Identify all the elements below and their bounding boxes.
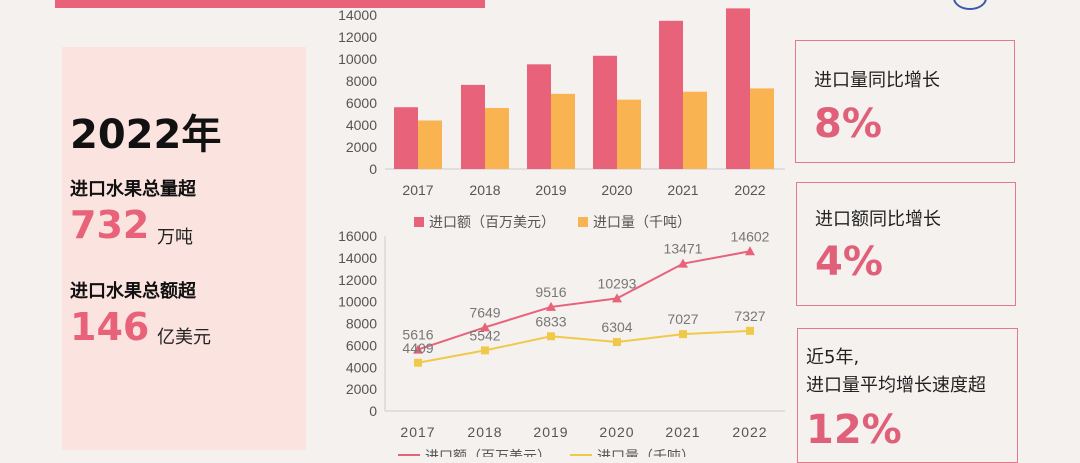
legend-swatch-amount	[414, 217, 424, 227]
amount-value: 146	[70, 305, 150, 349]
data-label: 6304	[601, 319, 632, 335]
series-line-volume	[417, 329, 751, 364]
stat-volume-growth: 进口量同比增长 8%	[795, 40, 1015, 163]
x-tick-label: 2019	[535, 182, 566, 198]
data-point	[613, 338, 621, 347]
x-tick-label: 2017	[400, 424, 435, 440]
stat-label-line2: 进口量平均增长速度超	[806, 375, 986, 396]
data-label: 9516	[535, 284, 566, 300]
data-label: 13471	[664, 241, 703, 257]
year-heading: 2022年	[70, 112, 222, 158]
bar-volume	[485, 108, 509, 169]
y-tick-label: 10000	[338, 294, 377, 310]
header-accent-bar	[55, 0, 485, 8]
y-tick-label: 4000	[346, 359, 377, 375]
data-label: 4409	[402, 340, 433, 356]
x-tick-label: 2020	[599, 424, 634, 440]
data-label: 7649	[469, 304, 500, 320]
data-label: 5542	[469, 327, 500, 343]
y-tick-label: 16000	[338, 228, 377, 244]
data-point	[480, 322, 490, 332]
y-tick-label: 14000	[338, 7, 377, 23]
stat-label: 进口额同比增长	[815, 209, 941, 230]
data-point	[679, 330, 687, 339]
bar-amount	[527, 64, 551, 169]
x-tick-label: 2019	[533, 424, 568, 440]
stat-amount-growth: 进口额同比增长 4%	[796, 182, 1016, 306]
y-tick-label: 12000	[338, 29, 377, 45]
y-tick-label: 2000	[346, 381, 377, 397]
stat-label-line1: 近5年,	[806, 347, 860, 368]
data-label: 5616	[402, 327, 433, 343]
legend-label-volume: 进口量（千吨）	[597, 448, 695, 457]
x-tick-label: 2021	[665, 424, 700, 440]
data-label: 14602	[731, 228, 770, 244]
legend-label-volume: 进口量（千吨）	[593, 214, 691, 230]
x-tick-label: 2022	[732, 424, 767, 440]
data-point	[745, 246, 755, 256]
y-tick-label: 6000	[346, 95, 377, 111]
y-tick-label: 8000	[346, 73, 377, 89]
bar-volume	[683, 91, 707, 169]
legend-label-amount: 进口额（百万美元）	[429, 214, 555, 230]
data-point	[413, 344, 423, 354]
stat-value: 4%	[815, 239, 883, 285]
bar-amount	[461, 84, 485, 169]
volume-value: 732	[70, 203, 150, 247]
data-point	[481, 346, 489, 355]
stat-value: 12%	[806, 407, 902, 453]
amount-unit: 亿美元	[157, 327, 211, 348]
y-tick-label: 8000	[346, 316, 377, 332]
bar-amount	[394, 107, 418, 169]
y-tick-label: 10000	[338, 51, 377, 67]
data-point	[612, 293, 622, 303]
bar-amount	[726, 8, 750, 169]
series-line-amount	[417, 250, 751, 351]
data-point	[547, 332, 555, 341]
x-tick-label: 2017	[402, 182, 433, 198]
x-tick-label: 2018	[467, 424, 502, 440]
data-point	[746, 326, 754, 335]
bar-volume	[418, 120, 442, 169]
bar-volume	[750, 88, 774, 169]
data-label: 10293	[598, 275, 637, 291]
data-point	[414, 358, 422, 367]
data-point	[678, 258, 688, 268]
x-tick-label: 2018	[469, 182, 500, 198]
stat-avg-growth: 近5年, 进口量平均增长速度超 12%	[797, 328, 1018, 463]
volume-label: 进口水果总量超	[70, 179, 196, 200]
data-point	[546, 301, 556, 311]
volume-unit: 万吨	[157, 227, 193, 248]
x-tick-label: 2022	[734, 182, 765, 198]
x-tick-label: 2020	[601, 182, 632, 198]
bar-amount	[659, 20, 683, 169]
data-label: 6833	[535, 313, 566, 329]
y-tick-label: 0	[369, 161, 377, 177]
amount-label: 进口水果总额超	[70, 281, 196, 302]
stat-label: 进口量同比增长	[814, 70, 940, 91]
stat-value: 8%	[814, 101, 882, 147]
bar-volume	[551, 93, 575, 169]
legend-swatch-volume	[578, 217, 588, 227]
y-tick-label: 12000	[338, 272, 377, 288]
y-tick-label: 2000	[346, 139, 377, 155]
data-label: 7027	[667, 311, 698, 327]
legend-label-amount: 进口额（百万美元）	[425, 448, 551, 457]
bar-volume	[617, 99, 641, 169]
bar-amount	[593, 55, 617, 169]
y-tick-label: 14000	[338, 250, 377, 266]
y-tick-label: 6000	[346, 337, 377, 353]
data-label: 7327	[734, 308, 765, 324]
y-tick-label: 0	[369, 403, 377, 419]
x-tick-label: 2021	[667, 182, 698, 198]
y-tick-label: 4000	[346, 117, 377, 133]
summary-panel: 2022年 进口水果总量超 732 万吨 进口水果总额超 146 亿美元	[62, 47, 306, 450]
